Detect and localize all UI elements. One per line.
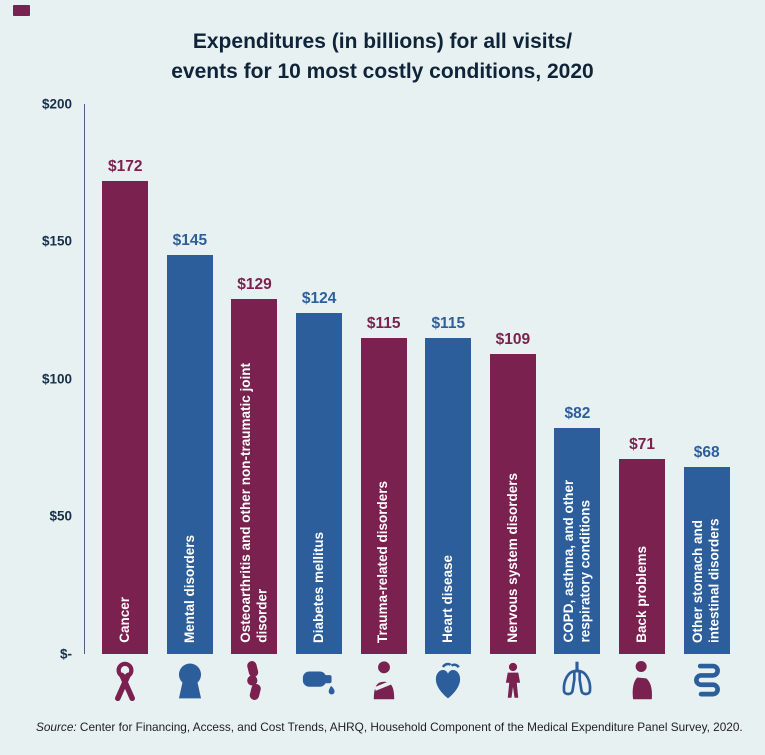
y-axis-label: $150 xyxy=(41,233,72,249)
plot-cell: $124 Diabetes mellitus xyxy=(287,104,352,654)
bar-column: $145 Mental disorders xyxy=(158,104,223,708)
bar-value-label: $68 xyxy=(693,443,720,461)
bar-value-label: $129 xyxy=(237,276,272,294)
human-body-icon xyxy=(498,654,528,708)
plot-cell: $71 Back problems xyxy=(610,104,675,654)
bar-category-label: Heart disease xyxy=(440,555,456,643)
bar-category-label: Cancer xyxy=(117,597,133,643)
head-profile-icon xyxy=(173,654,207,708)
bar-column: $124 Diabetes mellitus xyxy=(287,104,352,708)
bar-column: $129 Osteoarthritis and other non-traumat… xyxy=(222,104,287,708)
plot-cell: $68 Other stomach and intestinal disorder… xyxy=(674,104,739,654)
glucose-meter-icon xyxy=(301,654,337,708)
bar-value-label: $145 xyxy=(172,232,208,250)
chart-title-line2: events for 10 most costly conditions, 20… xyxy=(171,60,594,84)
lungs-icon xyxy=(559,654,595,708)
bar-value-label: $115 xyxy=(431,314,466,332)
plot-cell: $82 COPD, asthma, and other respiratory c… xyxy=(545,104,610,654)
injured-person-icon xyxy=(367,654,401,708)
bar-column: $82 COPD, asthma, and other respiratory c… xyxy=(545,104,610,708)
bar: Osteoarthritis and other non-traumatic j… xyxy=(231,299,278,654)
cancer-ribbon-icon xyxy=(108,654,142,708)
bar-value-label: $115 xyxy=(366,314,401,332)
bar-category-label: Diabetes mellitus xyxy=(310,531,326,643)
bar-column: $172 Cancer xyxy=(93,104,158,708)
bar: Trauma-related disorders xyxy=(360,337,407,654)
source-note: Source: Center for Financing, Access, an… xyxy=(0,708,765,734)
bar: Cancer xyxy=(102,180,149,654)
bar-chart: $200 $150 $100 $50 $- $172 Cancer $145 Mental d… xyxy=(0,88,765,708)
chart-title: Expenditures (in billions) for all visit… xyxy=(0,0,765,88)
plot-cell: $129 Osteoarthritis and other non-traumat… xyxy=(222,104,287,654)
bar-column: $109 Nervous system disorders xyxy=(481,104,546,708)
y-axis-label: $- xyxy=(59,646,72,662)
plot-cell: $145 Mental disorders xyxy=(158,104,223,654)
bar-value-label: $109 xyxy=(495,331,531,349)
bar-category-label: Nervous system disorders xyxy=(504,473,520,643)
bar: Mental disorders xyxy=(166,255,213,654)
heart-icon xyxy=(431,654,465,708)
bar-value-label: $82 xyxy=(564,405,591,423)
source-label: Source: xyxy=(36,719,77,734)
plot-cell: $172 Cancer xyxy=(93,104,158,654)
bar-category-label: Other stomach and intestinal disorders xyxy=(690,518,722,643)
intestines-icon xyxy=(690,654,724,708)
bar-column: $68 Other stomach and intestinal disorder… xyxy=(674,104,739,708)
y-axis-label: $200 xyxy=(41,96,72,112)
y-axis-line xyxy=(84,103,85,654)
bar: COPD, asthma, and other respiratory cond… xyxy=(554,428,601,654)
y-axis: $200 $150 $100 $50 $- xyxy=(26,96,84,661)
plot-cell: $109 Nervous system disorders xyxy=(481,104,546,654)
knee-joint-icon xyxy=(237,654,271,708)
bar-value-label: $124 xyxy=(301,289,337,307)
plot-cell: $115 Heart disease xyxy=(416,104,481,654)
bar-category-label: Osteoarthritis and other non-traumatic j… xyxy=(237,363,270,643)
bar-column: $71 Back problems xyxy=(610,104,675,708)
bar: Nervous system disorders xyxy=(489,354,536,654)
y-axis-label: $50 xyxy=(49,508,72,524)
bar-columns: $172 Cancer $145 Mental disorders $129 Osteoa… xyxy=(84,104,739,708)
bar: Heart disease xyxy=(425,337,472,654)
bar: Back problems xyxy=(619,458,666,654)
bar-value-label: $71 xyxy=(629,435,655,453)
bar: Other stomach and intestinal disorders xyxy=(683,466,730,654)
bar-value-label: $172 xyxy=(108,157,143,175)
bar-category-label: Back problems xyxy=(633,546,649,643)
bar-category-label: COPD, asthma, and other respiratory cond… xyxy=(560,480,593,643)
bar-column: $115 Trauma-related disorders xyxy=(351,104,416,708)
bar-category-label: Mental disorders xyxy=(181,534,197,643)
bar: Diabetes mellitus xyxy=(296,312,343,654)
bar-column: $115 Heart disease xyxy=(416,104,481,708)
plot-cell: $115 Trauma-related disorders xyxy=(351,104,416,654)
source-text: Center for Financing, Access, and Cost T… xyxy=(76,719,743,734)
back-pain-icon xyxy=(625,654,659,708)
plot-area: $172 Cancer $145 Mental disorders $129 Osteoa… xyxy=(84,103,739,708)
corner-logo-fragment xyxy=(13,5,30,16)
bar-category-label: Trauma-related disorders xyxy=(375,480,391,643)
chart-title-line1: Expenditures (in billions) for all visit… xyxy=(192,30,573,53)
y-axis-label: $100 xyxy=(41,371,72,387)
